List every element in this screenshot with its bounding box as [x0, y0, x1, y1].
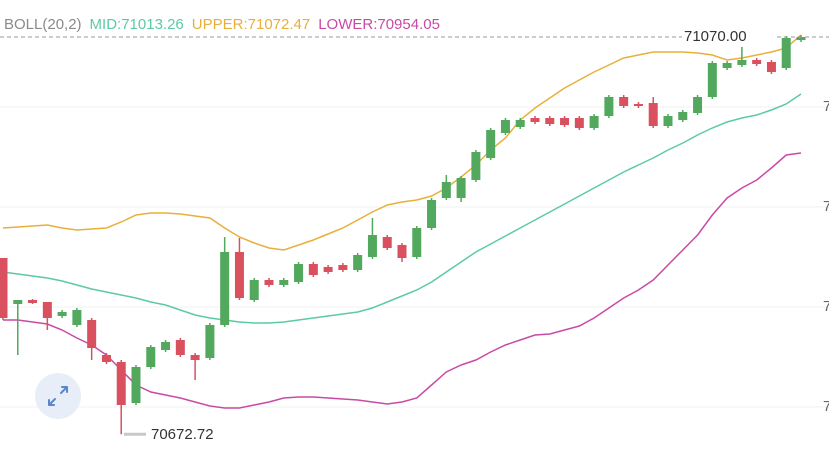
candle-body [486, 130, 496, 158]
candle-body [648, 103, 658, 126]
candle-body [264, 280, 274, 285]
candle-body [42, 302, 52, 318]
candle-body [146, 347, 156, 367]
candle-body [678, 112, 688, 120]
candle-body [752, 60, 762, 64]
candle-body [545, 118, 555, 124]
candle-body [722, 63, 732, 68]
band-line [2, 34, 802, 251]
marks: 71070.00 70672.72 [0, 27, 829, 443]
legend-entry: LOWER:70954.05 [318, 16, 440, 33]
y-tick-label: 70700 [823, 398, 829, 415]
candle-body [707, 63, 717, 97]
candle-body [279, 280, 289, 285]
expand-button[interactable] [35, 373, 81, 419]
candle-body [190, 355, 200, 360]
candle-body [766, 62, 776, 72]
candle-body [72, 310, 82, 325]
candle-body [530, 118, 540, 122]
candle-body [633, 104, 643, 106]
candle-body [131, 367, 141, 403]
candle-body [412, 228, 422, 257]
candle-body [249, 280, 259, 300]
low-label: 70672.72 [151, 426, 214, 443]
candle-body [161, 342, 171, 350]
candle-body [441, 182, 451, 198]
candle-body [456, 178, 466, 198]
candle-body [471, 152, 481, 180]
candle-body [663, 116, 673, 126]
candle-body [353, 255, 363, 270]
candle-body [737, 60, 747, 65]
candle-body [116, 362, 126, 405]
legend-entry: MID:71013.26 [90, 16, 184, 33]
candle-body [13, 300, 23, 304]
candle-body [619, 97, 629, 106]
y-tick-label: 71000 [823, 98, 829, 115]
band-line [2, 93, 802, 324]
legend-entry: UPPER:71072.47 [192, 16, 310, 33]
candle-body [604, 97, 614, 116]
candle-body [397, 245, 407, 258]
candle-body [0, 258, 8, 318]
candle-body [101, 355, 111, 362]
candle-body [308, 264, 318, 275]
candle-body [427, 200, 437, 228]
candle-body [515, 120, 525, 127]
candle-body [589, 116, 599, 128]
candle-body [87, 320, 97, 348]
candle-body [560, 118, 570, 125]
candle-body [28, 300, 38, 303]
candle-body [294, 264, 304, 282]
candle-body [574, 118, 584, 128]
expand-icon[interactable] [48, 386, 68, 406]
candle-body [338, 265, 348, 270]
candle-body [367, 235, 377, 257]
y-tick-label: 70900 [823, 198, 829, 215]
candle-body [323, 267, 333, 272]
expand-circle[interactable] [35, 373, 81, 419]
y-tick-label: 70800 [823, 298, 829, 315]
last-price-box [682, 27, 774, 47]
candle-body [500, 120, 510, 133]
candle-body [234, 252, 244, 298]
candle-body [175, 340, 185, 355]
candle-body [781, 38, 791, 68]
candle-body [382, 237, 392, 248]
candle-body [796, 37, 806, 40]
candle-body [220, 252, 230, 325]
grid: 71000 70900 70800 70700 [0, 98, 829, 415]
last-price-label: 71070.00 [684, 28, 747, 45]
candle-body [205, 325, 215, 358]
candle-body [57, 312, 67, 316]
candle-body [693, 97, 703, 113]
indicator-label: BOLL(20,2) [4, 16, 82, 33]
